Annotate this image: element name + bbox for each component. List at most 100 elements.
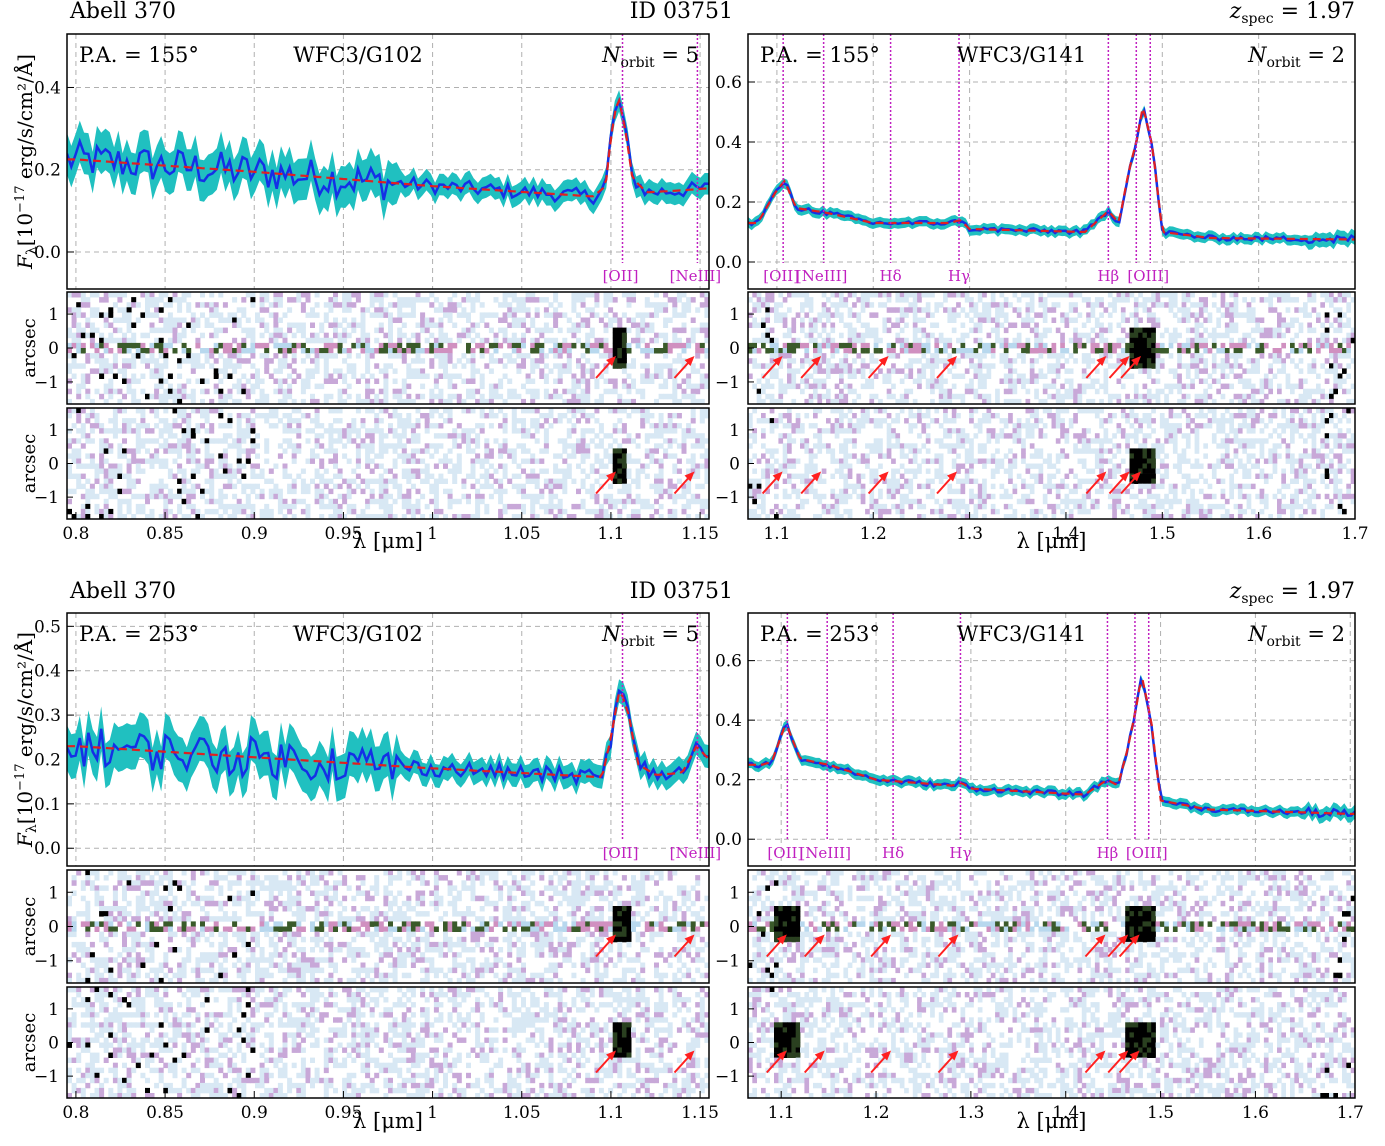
pixel [566,368,572,374]
pixel [1290,322,1295,328]
pixel [360,514,366,520]
pixel [686,423,692,429]
pixel [839,368,844,374]
pixel [172,443,178,449]
pixel [447,458,453,464]
pixel [218,514,224,520]
pixel [149,508,155,515]
pixel [177,337,183,344]
pixel [1233,358,1239,364]
pixel [117,428,123,434]
pixel [232,483,238,490]
pixel [690,453,696,459]
pixel [1021,292,1026,298]
pixel [1068,383,1074,390]
pixel [1198,332,1204,339]
pixel [612,383,618,390]
pixel [621,498,627,505]
pixel [131,393,137,400]
pixel [447,358,453,364]
pixel [1237,408,1243,414]
pixel [1229,322,1234,328]
pixel [672,498,678,505]
pixel [167,373,173,379]
pixel [190,503,196,510]
pixel [209,302,215,308]
pixel [1242,393,1247,400]
pixel [769,348,775,354]
pixel [507,292,513,298]
pixel [1298,383,1304,390]
pixel [576,448,581,454]
pixel [695,433,701,439]
pixel [1055,373,1061,379]
pixel [122,378,127,384]
pixel [333,514,338,520]
pixel [539,342,545,349]
pixel [227,503,233,510]
pixel [259,393,265,400]
pixel [355,483,361,490]
pixel [131,297,137,303]
pixel [360,332,366,339]
pixel [383,448,389,454]
pixel [878,292,883,298]
pixel [690,317,696,323]
pixel [960,292,966,298]
pixel [108,488,114,495]
pixel [1090,358,1096,364]
pixel [1138,393,1143,400]
pixel [346,503,352,510]
pixel [1055,393,1061,400]
pixel [222,448,228,454]
pixel [392,317,398,323]
pixel [498,508,504,515]
pixel [103,312,109,318]
pixel [1034,413,1039,419]
pa-label: P.A. = 155° [760,43,880,67]
pixel [1194,342,1200,349]
pixel [908,307,914,313]
pixel [163,483,169,490]
pixel [690,368,696,374]
pixel [112,353,118,359]
pixel [103,337,109,344]
pixel [236,443,242,449]
pixel [686,458,692,464]
pixel [388,478,393,484]
pixel [365,383,371,390]
pixel [608,443,614,449]
pixel [534,483,540,490]
pixel [761,383,766,390]
pixel [834,312,840,318]
pixel [1298,368,1304,374]
pixel [99,337,105,344]
pixel [447,307,453,313]
pixel [511,503,517,510]
pixel [765,312,770,318]
pixel [67,363,72,369]
pixel [617,443,623,449]
pixel [640,468,646,474]
pixel [277,503,283,510]
pixel [1337,327,1343,334]
pixel [507,342,513,349]
pixel [328,373,334,379]
zspec-sub: spec [1241,11,1273,27]
pixel [282,332,288,339]
pixel [699,463,705,469]
pixel [415,433,421,439]
pixel [273,353,279,359]
pixel [397,483,403,490]
pixel [204,498,210,505]
pixel [236,508,242,515]
pixel [1008,368,1013,374]
pixel [756,378,762,384]
pixel [977,322,983,328]
pixel [415,508,421,515]
pixel [585,348,591,354]
pixel [986,342,992,349]
pixel [1224,383,1230,390]
pixel [484,448,490,454]
pixel [190,312,196,318]
